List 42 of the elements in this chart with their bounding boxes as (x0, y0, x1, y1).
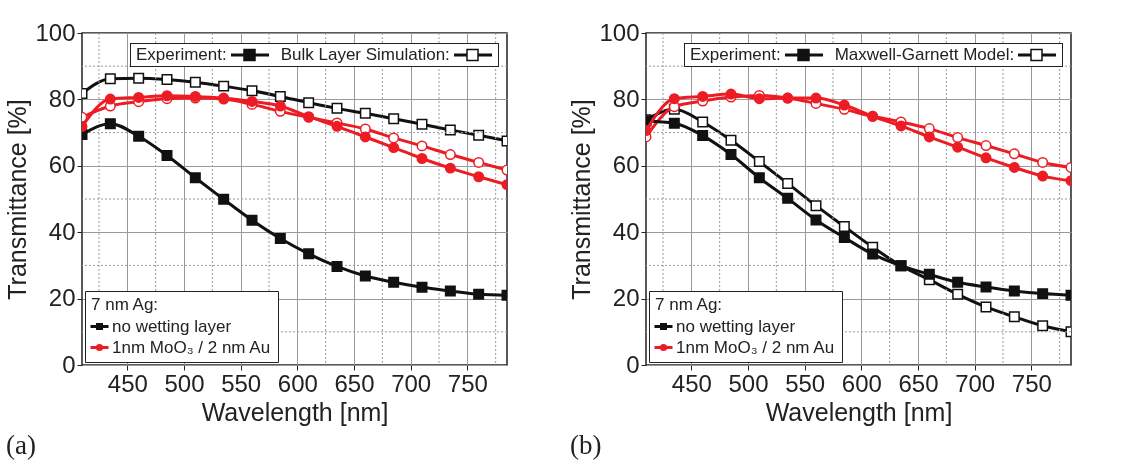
x-tick-label: 750 (1011, 369, 1052, 397)
y-axis-title: Transmittance [%] (3, 99, 32, 300)
y-axis-title: Transmittance [%] (567, 99, 596, 300)
y-tick-label: 80 (612, 84, 640, 112)
y-tick-label: 60 (612, 151, 640, 179)
y-tick-label: 80 (48, 84, 76, 112)
annotation: Experiment: (690, 45, 781, 65)
x-tick-label: 700 (955, 369, 996, 397)
legend-title: 7 nm Ag: (91, 295, 159, 314)
text: (b) (569, 430, 602, 460)
y-tick-label: 20 (612, 284, 640, 312)
legend-label: no wetting layer (112, 316, 232, 336)
text: (a) (5, 430, 36, 460)
y-tick-label: 0 (62, 350, 76, 378)
legend-label: 1nm MoO₃ / 2 nm Au (676, 337, 835, 357)
x-tick-label: 600 (841, 369, 882, 397)
x-tick-label: 750 (447, 369, 488, 397)
annotation: Experiment: (136, 45, 227, 65)
x-tick-label: 650 (898, 369, 939, 397)
x-tick-label: 450 (671, 369, 712, 397)
x-tick-label: 600 (277, 369, 318, 397)
y-tick-label: 100 (599, 18, 640, 46)
y-tick-label: 100 (35, 18, 76, 46)
x-axis-title: Wavelength [nm] (201, 397, 389, 426)
y-tick-label: 60 (48, 151, 76, 179)
x-tick-label: 550 (221, 369, 262, 397)
x-tick-label: 450 (107, 369, 148, 397)
x-tick-label: 650 (334, 369, 375, 397)
legend-label: no wetting layer (676, 316, 796, 336)
x-tick-label: 500 (164, 369, 205, 397)
y-tick-label: 20 (48, 284, 76, 312)
x-tick-label: 550 (785, 369, 826, 397)
y-tick-label: 40 (48, 217, 76, 245)
x-tick-label: 500 (728, 369, 769, 397)
y-tick-label: 0 (626, 350, 640, 378)
legend-title: 7 nm Ag: (655, 295, 723, 314)
x-tick-label: 700 (391, 369, 432, 397)
annotation: Bulk Layer Simulation: (280, 45, 450, 65)
legend-label: 1nm MoO₃ / 2 nm Au (112, 337, 271, 357)
annotation: Maxwell-Garnett Model: (834, 45, 1015, 65)
y-tick-label: 40 (612, 217, 640, 245)
x-axis-title: Wavelength [nm] (765, 397, 953, 426)
